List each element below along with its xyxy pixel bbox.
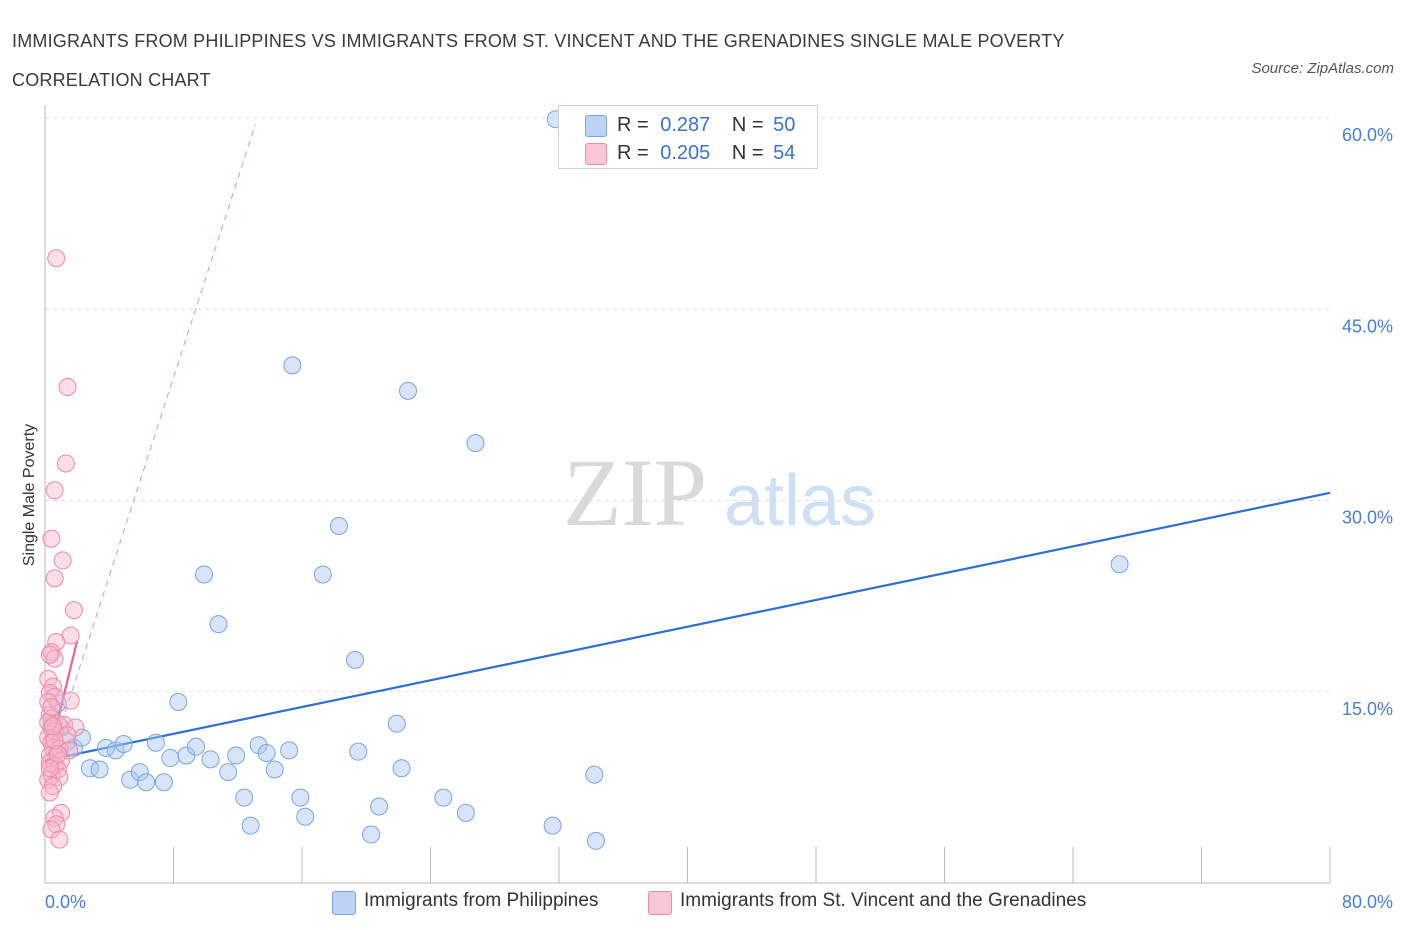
point-philippines	[257, 743, 276, 762]
legend-swatch-pink	[585, 143, 607, 165]
point-philippines	[291, 788, 310, 807]
point-philippines	[227, 746, 246, 765]
grid-lines	[45, 117, 1330, 693]
point-st-vincent	[53, 551, 72, 570]
point-st-vincent	[47, 249, 66, 268]
point-st-vincent	[40, 783, 59, 802]
point-philippines	[130, 763, 149, 782]
point-philippines	[586, 831, 605, 850]
point-philippines	[585, 765, 604, 784]
legend-n-value-philippines: 50	[773, 114, 796, 136]
chart-title-line1: IMMIGRANTS FROM PHILIPPINES VS IMMIGRANT…	[12, 31, 1065, 51]
y-tick-label: 60.0%	[1342, 125, 1393, 145]
x-tick-label: 0.0%	[45, 892, 86, 912]
point-philippines	[72, 728, 91, 747]
point-philippines	[466, 434, 485, 453]
point-philippines	[296, 807, 315, 826]
point-philippines	[543, 816, 562, 835]
trend-line-st-vincent-extended	[44, 124, 256, 775]
tick-labels: 15.0% 30.0% 45.0% 60.0% 0.0% 80.0%	[45, 125, 1393, 912]
point-philippines	[201, 750, 220, 769]
point-philippines	[329, 517, 348, 535]
legend-r-value-st-vincent: 0.205	[660, 142, 711, 164]
legend-n-label: N =	[731, 142, 764, 164]
watermark-atlas: atlas	[724, 461, 876, 541]
point-philippines	[387, 714, 406, 733]
point-philippines	[313, 565, 332, 584]
point-st-vincent	[40, 759, 59, 778]
point-philippines	[219, 763, 238, 782]
point-philippines	[209, 615, 228, 634]
point-philippines	[370, 797, 389, 816]
point-st-vincent	[48, 745, 67, 764]
point-philippines	[154, 773, 173, 792]
point-st-vincent	[45, 808, 64, 827]
point-philippines	[456, 803, 475, 822]
point-philippines	[392, 759, 411, 778]
point-philippines	[434, 788, 453, 807]
watermark-zip: ZIP	[563, 439, 707, 546]
legend-swatch-blue	[585, 115, 607, 137]
data-points	[39, 110, 1129, 850]
point-philippines	[146, 733, 165, 752]
point-philippines	[186, 737, 205, 756]
point-philippines	[265, 760, 284, 779]
point-st-vincent	[64, 601, 83, 620]
point-st-vincent	[50, 830, 69, 849]
point-st-vincent	[42, 529, 61, 548]
point-philippines	[283, 356, 302, 375]
point-philippines	[280, 741, 299, 760]
legend-n-value-st-vincent: 54	[773, 142, 796, 164]
bottom-legend-label-st-vincent: Immigrants from St. Vincent and the Gren…	[680, 890, 1087, 911]
y-tick-label: 15.0%	[1342, 699, 1393, 719]
chart-title-line2: CORRELATION CHART	[12, 70, 211, 90]
axes	[44, 105, 1331, 884]
x-tick-label: 80.0%	[1342, 892, 1393, 912]
point-philippines	[121, 770, 140, 789]
bottom-legend-swatch-blue	[332, 891, 356, 915]
source-credit: Source: ZipAtlas.com	[1251, 60, 1394, 77]
point-philippines	[90, 760, 109, 779]
point-philippines	[349, 742, 368, 761]
point-philippines	[195, 565, 214, 584]
point-st-vincent	[44, 717, 63, 736]
point-philippines	[1110, 555, 1129, 574]
point-st-vincent	[47, 815, 66, 834]
point-st-vincent	[58, 378, 77, 397]
point-philippines	[235, 788, 254, 807]
point-st-vincent	[45, 731, 64, 750]
trend-line-philippines	[44, 491, 1331, 762]
point-philippines	[114, 735, 133, 754]
point-philippines	[169, 692, 188, 711]
bottom-legend-label-philippines: Immigrants from Philippines	[364, 890, 599, 911]
legend-r-label: R =	[617, 114, 649, 136]
point-st-vincent	[45, 481, 64, 500]
point-st-vincent	[40, 645, 59, 664]
legend-r-value-philippines: 0.287	[660, 114, 711, 136]
point-st-vincent	[61, 691, 80, 710]
legend-n-label: N =	[731, 114, 764, 136]
point-philippines	[346, 650, 365, 669]
point-st-vincent	[45, 569, 64, 588]
y-tick-label: 30.0%	[1342, 508, 1393, 528]
y-tick-label: 45.0%	[1342, 316, 1393, 336]
point-philippines	[241, 816, 260, 835]
point-st-vincent	[56, 454, 75, 473]
point-philippines	[362, 825, 381, 844]
y-axis-label: Single Male Poverty	[21, 424, 38, 566]
point-philippines	[137, 773, 156, 792]
point-philippines	[80, 759, 99, 778]
point-st-vincent	[42, 698, 61, 717]
correlation-legend: R = 0.287 N = 50 R = 0.205 N = 54	[558, 105, 818, 169]
bottom-legend-swatch-pink	[648, 891, 672, 915]
point-philippines	[161, 749, 180, 768]
legend-r-label: R =	[617, 142, 649, 164]
point-philippines	[399, 381, 418, 400]
watermark: ZIP atlas	[563, 439, 876, 546]
chart-title: IMMIGRANTS FROM PHILIPPINES VS IMMIGRANT…	[12, 22, 1065, 100]
